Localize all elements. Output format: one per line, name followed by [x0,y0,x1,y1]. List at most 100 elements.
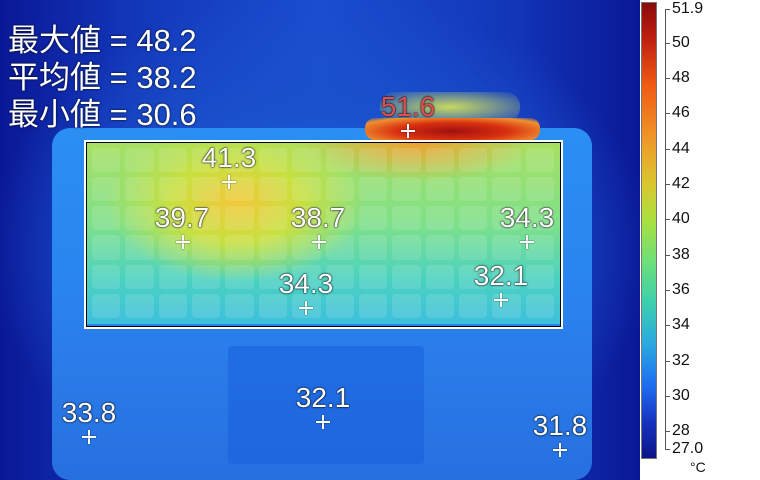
key [125,148,154,173]
key [425,206,454,231]
key [125,293,154,318]
key [392,264,421,289]
key [92,293,121,318]
key [492,235,521,260]
stat-max: 最大値 = 48.2 [8,23,197,58]
key [192,148,221,173]
key [525,148,554,173]
scale-tick-label: 44 [665,140,690,158]
key [425,177,454,202]
key [325,264,354,289]
crosshair-icon [553,443,567,457]
key [225,235,254,260]
key [325,148,354,173]
crosshair-icon [316,415,330,429]
key [192,264,221,289]
key [458,264,488,289]
scale-tick-label: 42 [665,175,690,193]
key [92,177,121,202]
touchpad [228,346,424,464]
key [292,264,321,289]
key [192,206,221,231]
key [425,264,454,289]
crosshair-icon [494,293,508,307]
crosshair-icon [82,430,96,444]
key [92,206,121,231]
key [158,177,188,202]
key [392,235,421,260]
scale-tick-label: 30 [665,387,690,405]
key [392,148,421,173]
key [425,293,454,318]
scale-tick-label: 40 [665,210,690,228]
spot-temperature-label: 38.7 [290,202,346,233]
key [358,293,388,318]
key [492,206,521,231]
keyboard-area [86,142,560,324]
key [358,148,388,173]
key [525,206,554,231]
key [492,264,521,289]
scale-tick-label: 34 [665,316,690,334]
spot-temperature-label: 32.1 [295,382,351,413]
scale-tick-label: 38 [665,246,690,264]
scale-tick-label: 48 [665,69,690,87]
key [525,264,554,289]
scale-tick-label: 28 [665,422,690,440]
key [492,148,521,173]
scale-max-label: 51.9 [665,0,703,18]
color-scale-bar [641,2,657,459]
spot-temperature-label: 34.3 [499,202,555,233]
key [125,235,154,260]
hotspot-glow [380,92,520,122]
key [225,264,254,289]
crosshair-icon [401,124,415,138]
crosshair-icon [520,235,534,249]
key [392,293,421,318]
spot-temperature-label: 34.3 [278,268,334,299]
scale-tick-label: 46 [665,104,690,122]
thermal-image: 最大値 = 48.2 平均値 = 38.2 最小値 = 30.6 51.6 41.… [0,0,640,480]
stat-min: 最小値 = 30.6 [8,97,197,132]
scale-unit: °C [690,459,706,475]
key [92,235,121,260]
key [458,293,488,318]
key [292,206,321,231]
crosshair-icon [176,235,190,249]
key [158,264,188,289]
spot-temperature-label: 41.3 [201,142,257,173]
key [458,206,488,231]
measurement-rectangle [84,140,563,329]
key [392,206,421,231]
key [192,177,221,202]
key [492,177,521,202]
spot-temperature-label: 39.7 [154,202,210,233]
key [358,177,388,202]
key [225,148,254,173]
key [292,148,321,173]
scale-tick-label: 50 [665,34,690,52]
key [358,206,388,231]
key [258,206,288,231]
key [125,264,154,289]
stats-overlay: 最大値 = 48.2 平均値 = 38.2 最小値 = 30.6 [8,22,197,133]
scale-min-label: 27.0 [665,440,703,458]
key [92,148,121,173]
spot-temperature-label: 32.1 [473,260,529,291]
key [325,206,354,231]
key [525,293,554,318]
key [125,177,154,202]
key [458,148,488,173]
key [492,293,521,318]
key [225,206,254,231]
crosshair-icon [312,235,326,249]
key [258,235,288,260]
key [325,293,354,318]
key [425,148,454,173]
key [325,177,354,202]
key [258,264,288,289]
key [258,293,288,318]
key [325,235,354,260]
key [158,293,188,318]
key [192,235,221,260]
